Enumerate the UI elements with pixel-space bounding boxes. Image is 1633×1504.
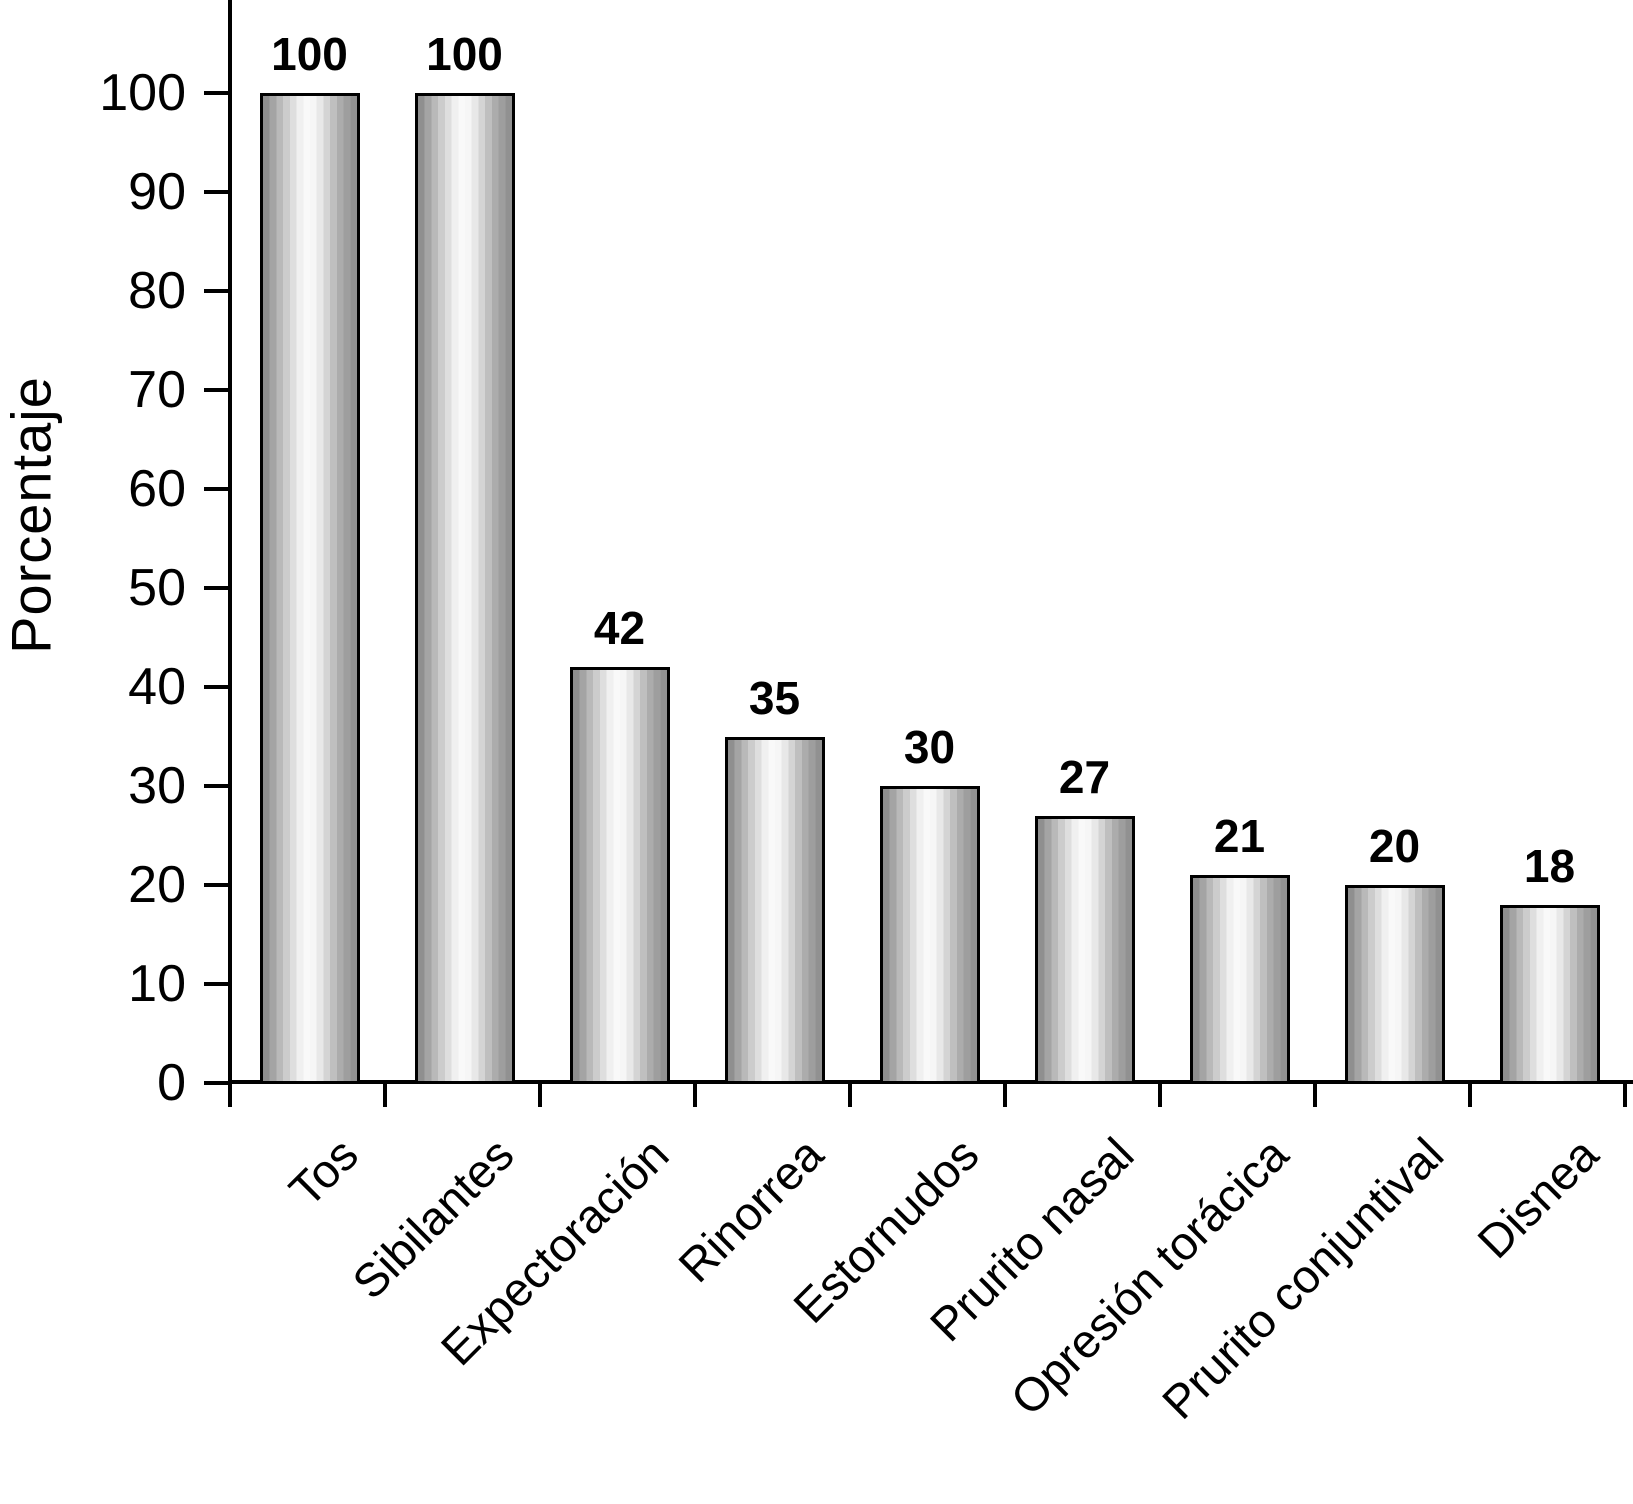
x-tick-mark bbox=[1158, 1081, 1162, 1107]
y-tick-mark bbox=[204, 685, 228, 689]
bar bbox=[1499, 904, 1600, 1084]
y-tick-mark bbox=[204, 982, 228, 986]
x-tick-mark bbox=[1468, 1081, 1472, 1107]
y-tick-mark bbox=[204, 190, 228, 194]
x-category-label: Tos bbox=[279, 1127, 369, 1217]
y-tick-mark bbox=[204, 289, 228, 293]
x-tick-mark bbox=[693, 1081, 697, 1107]
bar bbox=[724, 736, 825, 1084]
y-axis-line bbox=[228, 0, 232, 1083]
bar-value-label: 35 bbox=[748, 671, 801, 724]
x-tick-mark bbox=[1003, 1081, 1007, 1107]
x-category-label: Disnea bbox=[1467, 1127, 1609, 1269]
y-tick-label: 90 bbox=[128, 163, 186, 221]
bar-value-label: 30 bbox=[903, 721, 956, 773]
y-tick-label: 70 bbox=[128, 361, 186, 419]
bar-value-label: 27 bbox=[1058, 750, 1111, 803]
y-tick-label: 50 bbox=[128, 559, 186, 617]
y-tick-mark bbox=[204, 91, 228, 95]
bar bbox=[1034, 815, 1135, 1084]
bar-value-label: 100 bbox=[426, 28, 503, 80]
bar bbox=[1189, 875, 1290, 1084]
bar-value-label: 100 bbox=[271, 28, 348, 80]
bar bbox=[1344, 885, 1445, 1084]
bar-value-label: 20 bbox=[1368, 820, 1421, 872]
x-tick-mark bbox=[538, 1081, 542, 1107]
bar-value-label: 18 bbox=[1523, 839, 1576, 892]
y-tick-mark bbox=[204, 487, 228, 491]
x-category-label: Rinorrea bbox=[668, 1127, 834, 1293]
y-tick-mark bbox=[204, 784, 228, 788]
y-tick-label: 10 bbox=[128, 955, 186, 1013]
x-category-label: Prurito conjuntival bbox=[1151, 1127, 1454, 1429]
x-tick-mark bbox=[228, 1081, 232, 1107]
y-tick-mark bbox=[204, 1081, 228, 1085]
bar-value-label: 42 bbox=[593, 602, 646, 655]
y-tick-mark bbox=[204, 883, 228, 887]
x-category-label: Opresión torácica bbox=[1000, 1127, 1299, 1426]
y-tick-label: 30 bbox=[128, 757, 186, 815]
bar bbox=[414, 93, 515, 1084]
bar bbox=[259, 93, 360, 1084]
bar-value-label: 21 bbox=[1213, 810, 1266, 863]
x-tick-mark bbox=[848, 1081, 852, 1107]
y-tick-mark bbox=[204, 586, 228, 590]
y-tick-label: 60 bbox=[128, 460, 186, 518]
y-tick-label: 80 bbox=[128, 262, 186, 320]
bar bbox=[879, 786, 980, 1084]
y-tick-label: 20 bbox=[128, 856, 186, 914]
y-tick-label: 0 bbox=[157, 1054, 186, 1112]
x-tick-mark bbox=[1313, 1081, 1317, 1107]
x-tick-mark bbox=[383, 1081, 387, 1107]
x-tick-mark bbox=[1623, 1081, 1627, 1107]
bar bbox=[569, 667, 670, 1084]
y-tick-mark bbox=[204, 388, 228, 392]
y-tick-label: 100 bbox=[99, 64, 186, 122]
y-tick-label: 40 bbox=[128, 658, 186, 716]
